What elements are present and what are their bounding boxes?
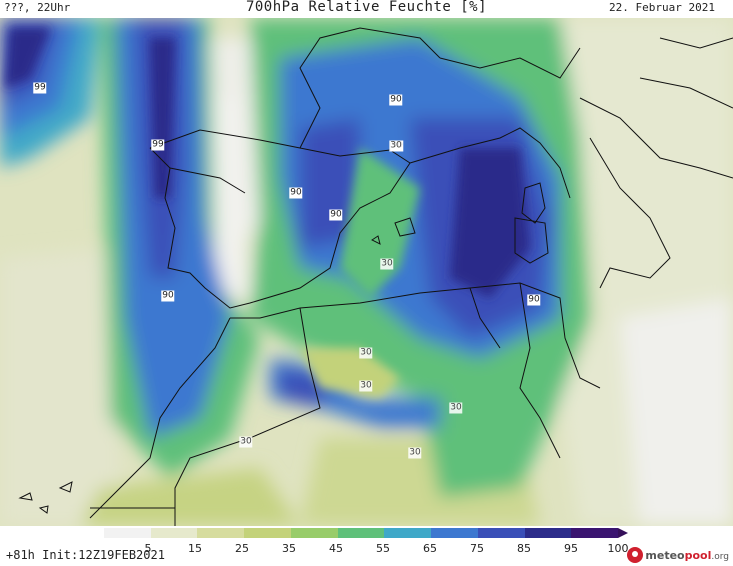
colorbar-segment: [244, 528, 291, 538]
colorbar-segment: [337, 528, 385, 538]
colorbar-tick-label: 75: [470, 542, 484, 555]
logo-text: pool: [684, 548, 712, 562]
colorbar-tick-label: 5: [144, 542, 152, 555]
contour-label: 30: [239, 436, 253, 448]
map-footer: 5 15 25 35 45 55 65 75 85 95 100 +81h Init:12Z19FE…: [0, 526, 733, 566]
run-info: +81h Init:12Z19FEB2021: [6, 548, 165, 562]
colorbar-tick-label: 25: [235, 542, 249, 555]
colorbar-tick-label: 35: [282, 542, 296, 555]
logo-text: meteo: [645, 548, 685, 562]
contour-label: 90: [527, 294, 541, 306]
contour-label: 90: [389, 94, 403, 106]
colorbar-tick-label: 55: [376, 542, 390, 555]
contour-label: 30: [359, 347, 373, 359]
meteopool-icon: [627, 547, 644, 563]
colorbar-segment: [290, 528, 338, 538]
colorbar-tick-label: 85: [517, 542, 531, 555]
coastlines: [18, 27, 733, 526]
colorbar-segment: [571, 528, 619, 538]
humidity-map: 99 99 90 90 90 90 90 90 30 30 30 30 30 3…: [0, 18, 733, 526]
colorbar: [104, 528, 619, 538]
contour-label: 30: [380, 258, 394, 270]
colorbar-segment: [477, 528, 525, 538]
colorbar-segment: [197, 528, 245, 538]
logo-text: .org: [711, 551, 729, 562]
contour-label: 90: [161, 290, 175, 302]
contour-label: 30: [449, 402, 463, 414]
contour-label: 30: [389, 140, 403, 152]
humidity-field: [0, 18, 733, 526]
contour-label: 30: [359, 380, 373, 392]
map-header: ???, 22Uhr 700hPa Relative Feuchte [%] 2…: [0, 0, 733, 18]
colorbar-tick-label: 45: [329, 542, 343, 555]
colorbar-tick-label: 15: [188, 542, 202, 555]
colorbar-segment: [104, 528, 151, 538]
meteopool-logo[interactable]: meteopool.org: [627, 546, 729, 564]
colorbar-segment: [524, 528, 572, 538]
valid-time-label: ???, 22Uhr: [4, 1, 71, 14]
colorbar-segment: [150, 528, 198, 538]
contour-label: 90: [329, 209, 343, 221]
forecast-date: 22. Februar 2021: [609, 1, 715, 14]
colorbar-segment: [384, 528, 432, 538]
colorbar-tick-label: 65: [423, 542, 437, 555]
colorbar-labels: 5 15 25 35 45 55 65 75 85 95 100: [104, 542, 629, 556]
colorbar-arrow: [618, 528, 628, 538]
map-title: 700hPa Relative Feuchte [%]: [245, 0, 488, 15]
contour-label: 90: [289, 187, 303, 199]
colorbar-segment: [431, 528, 478, 538]
contour-label: 99: [33, 82, 47, 94]
colorbar-tick-label: 95: [564, 542, 578, 555]
colorbar-tick-label: 100: [607, 542, 629, 555]
contour-label: 30: [408, 447, 422, 459]
contour-label: 99: [151, 139, 165, 151]
